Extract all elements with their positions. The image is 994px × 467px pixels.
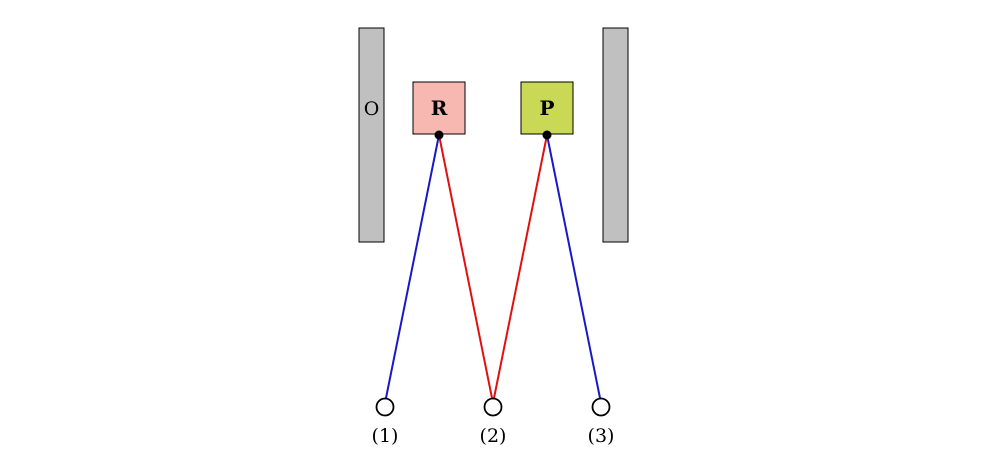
node-2-label: (2) (480, 425, 507, 447)
edge-p-to-node-2 (492, 134, 548, 404)
left-panel (358, 27, 385, 243)
box-p (520, 81, 574, 135)
edge-p-to-node-3 (546, 134, 602, 404)
edge-r-to-node-2 (438, 134, 494, 404)
left-panel-label: O (364, 98, 380, 120)
node-1-label: (1) (372, 425, 399, 447)
edge-r-to-node-1 (384, 134, 440, 404)
box-r-anchor-dot (434, 130, 444, 140)
box-p-label: P (539, 96, 554, 120)
node-2 (483, 397, 503, 417)
node-3 (591, 397, 611, 417)
right-panel (602, 27, 629, 243)
node-3-label: (3) (588, 425, 615, 447)
box-p-anchor-dot (542, 130, 552, 140)
node-1 (375, 397, 395, 417)
box-r-label: R (431, 96, 448, 120)
box-r (412, 81, 466, 135)
